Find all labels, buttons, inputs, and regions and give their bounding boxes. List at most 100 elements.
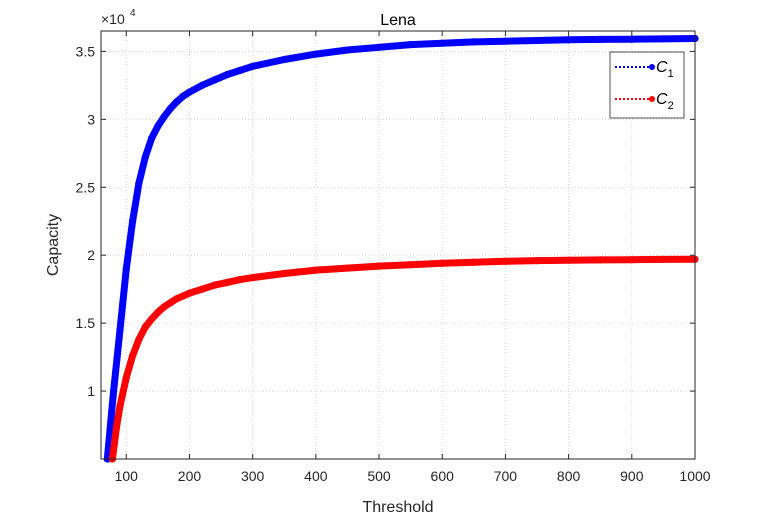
data-point	[438, 39, 446, 47]
x-axis-label: Threshold	[362, 499, 433, 516]
data-point	[116, 326, 124, 334]
data-point	[249, 274, 257, 282]
x-tick-label: 1000	[679, 468, 710, 484]
y-tick-label: 2.5	[76, 179, 96, 195]
x-tick-label: 200	[178, 468, 202, 484]
data-point	[565, 256, 573, 264]
data-point	[375, 43, 383, 51]
data-point	[173, 295, 181, 303]
data-point	[312, 266, 320, 274]
y-scale-exponent: 4	[130, 8, 136, 19]
legend-marker-c2	[649, 96, 655, 102]
data-point	[236, 66, 244, 74]
data-point	[135, 179, 143, 187]
legend-item-c2: C2	[615, 91, 674, 112]
data-point	[129, 217, 137, 225]
data-point	[185, 289, 194, 297]
data-point	[154, 308, 162, 316]
axis-ticks: 100 200 300 400 500 600 700 800 900 1000 1 1.5 2 2.5 3…	[76, 31, 711, 484]
data-point	[148, 134, 156, 142]
chart-title: Lena	[380, 12, 416, 29]
data-point	[179, 92, 187, 100]
data-point	[470, 258, 478, 266]
data-point	[343, 46, 351, 54]
grid-lines	[101, 31, 696, 459]
plot-frame	[100, 30, 696, 460]
data-point	[280, 55, 288, 64]
series-c2	[108, 255, 699, 463]
data-point	[659, 255, 668, 263]
data-point	[533, 257, 541, 265]
legend-item-c1: C1	[615, 59, 674, 80]
data-point	[501, 257, 509, 265]
data-point	[249, 62, 257, 70]
data-point	[185, 88, 194, 96]
x-tick-label: 700	[494, 468, 518, 484]
legend-label-c2: C2	[656, 91, 674, 112]
x-tick-label: 100	[115, 468, 139, 484]
data-point	[596, 35, 604, 44]
data-point	[154, 122, 162, 130]
data-point	[407, 41, 415, 49]
x-tick-label: 400	[304, 468, 328, 484]
data-point	[129, 352, 137, 360]
y-tick-label: 1.5	[76, 315, 96, 331]
data-point	[166, 299, 175, 307]
data-point	[211, 76, 219, 84]
data-point	[160, 113, 168, 121]
data-point	[110, 387, 118, 395]
series-c1	[103, 34, 699, 463]
data-point	[596, 256, 604, 264]
data-point	[280, 269, 288, 278]
data-point	[375, 262, 383, 270]
data-point	[173, 98, 181, 106]
x-tick-label: 800	[557, 468, 581, 484]
data-point	[407, 261, 415, 269]
data-point	[343, 264, 351, 272]
data-point	[148, 315, 156, 323]
data-point	[122, 373, 130, 382]
data-point	[166, 104, 175, 112]
data-point	[179, 292, 187, 300]
data-point	[223, 278, 231, 286]
series-layer	[103, 34, 699, 463]
y-tick-label: 2	[87, 247, 95, 263]
plot-area	[101, 31, 695, 459]
x-tick-label: 900	[620, 468, 644, 484]
data-point	[141, 323, 149, 331]
data-point	[141, 153, 149, 161]
data-point	[628, 256, 636, 264]
data-point	[659, 35, 668, 43]
y-axis-label: Capacity	[45, 214, 62, 276]
data-point	[198, 81, 206, 89]
y-tick-label: 3.5	[76, 43, 96, 59]
data-point	[113, 421, 121, 429]
y-scale-factor: ×10 4	[101, 8, 136, 27]
x-tick-label: 300	[241, 468, 265, 484]
data-point	[211, 281, 219, 289]
y-scale-base: ×10	[101, 11, 125, 27]
legend-marker-c1	[649, 64, 655, 70]
data-point	[236, 276, 244, 284]
legend-label-c1: C1	[656, 59, 674, 80]
y-tick-label: 1	[87, 383, 95, 399]
data-point	[628, 35, 636, 43]
legend: C1 C2	[609, 51, 685, 119]
legend-box	[609, 51, 685, 119]
data-point	[160, 303, 168, 311]
data-point	[122, 265, 130, 273]
x-tick-label: 600	[431, 468, 455, 484]
x-tick-label: 500	[367, 468, 391, 484]
data-point	[565, 36, 573, 44]
data-point	[501, 37, 509, 45]
data-point	[438, 259, 446, 267]
data-point	[312, 50, 320, 58]
data-point	[198, 285, 206, 293]
data-point	[116, 402, 124, 410]
y-tick-label: 3	[87, 111, 95, 127]
data-point	[470, 38, 478, 46]
data-point	[135, 335, 143, 343]
data-point	[533, 36, 541, 45]
data-point	[223, 70, 231, 79]
